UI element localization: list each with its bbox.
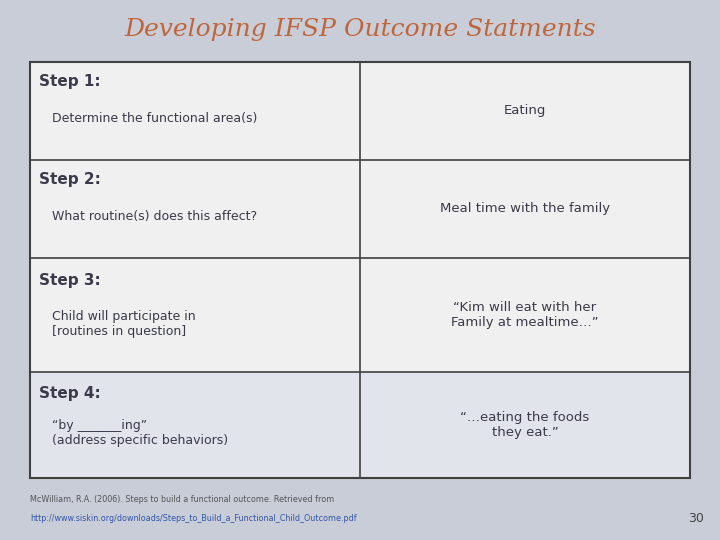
Text: Developing IFSP Outcome Statments: Developing IFSP Outcome Statments <box>124 18 596 41</box>
Bar <box>360 372 690 478</box>
Bar <box>30 62 360 160</box>
Text: What routine(s) does this affect?: What routine(s) does this affect? <box>52 210 257 223</box>
Bar <box>30 258 360 372</box>
Text: Determine the functional area(s): Determine the functional area(s) <box>52 112 257 125</box>
Text: 30: 30 <box>688 512 704 525</box>
Text: “…eating the foods
they eat.”: “…eating the foods they eat.” <box>460 411 590 439</box>
Text: “Kim will eat with her
Family at mealtime…”: “Kim will eat with her Family at mealtim… <box>451 301 599 329</box>
Bar <box>360 258 690 372</box>
Text: Step 4:: Step 4: <box>39 386 101 401</box>
Text: http://www.siskin.org/downloads/Steps_to_Build_a_Functional_Child_Outcome.pdf: http://www.siskin.org/downloads/Steps_to… <box>30 514 357 523</box>
Bar <box>360 62 690 160</box>
Bar <box>30 62 690 478</box>
Text: Eating: Eating <box>504 104 546 118</box>
Text: Meal time with the family: Meal time with the family <box>440 202 610 215</box>
Bar <box>30 372 360 478</box>
Text: Child will participate in
[routines in question]: Child will participate in [routines in q… <box>52 310 195 338</box>
Text: Step 3:: Step 3: <box>39 273 101 288</box>
Text: McWilliam, R.A. (2006). Steps to build a functional outcome. Retrieved from: McWilliam, R.A. (2006). Steps to build a… <box>30 495 335 504</box>
Text: “by _______ing”
(address specific behaviors): “by _______ing” (address specific behavi… <box>52 420 228 447</box>
Bar <box>30 160 360 258</box>
Text: Step 2:: Step 2: <box>39 172 101 187</box>
Text: Step 1:: Step 1: <box>39 74 101 89</box>
Bar <box>360 160 690 258</box>
